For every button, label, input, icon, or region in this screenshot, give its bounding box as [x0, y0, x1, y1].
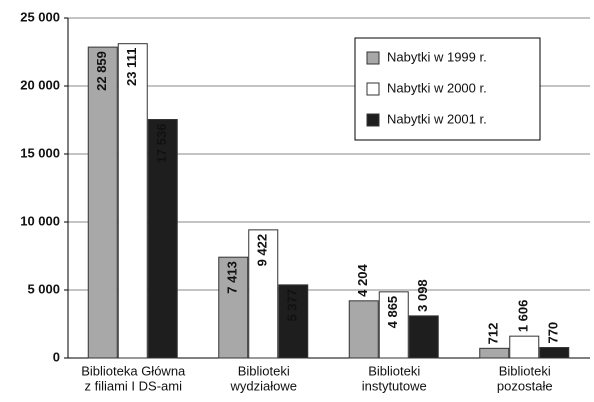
x-tick-label: Biblioteki — [238, 363, 290, 378]
legend-label: Nabytki w 2000 r. — [387, 80, 487, 95]
y-tick-label: 25 000 — [20, 9, 60, 24]
data-label: 3 098 — [415, 279, 430, 312]
bar — [479, 347, 510, 359]
bar — [87, 46, 118, 359]
x-tick-label: Biblioteka Główna — [81, 363, 186, 378]
x-tick-label: z filiami I DS-ami — [84, 378, 182, 393]
data-label: 4 204 — [355, 264, 370, 297]
data-label: 9 422 — [255, 234, 270, 267]
data-label: 22 859 — [94, 51, 109, 91]
bar — [509, 335, 540, 359]
y-tick-label: 20 000 — [20, 77, 60, 92]
bar — [147, 119, 178, 359]
data-label: 17 536 — [154, 124, 169, 164]
x-tick-label: Biblioteki — [499, 363, 551, 378]
x-tick-label: wydziałowe — [230, 378, 297, 393]
legend-swatch — [366, 82, 380, 96]
bar — [348, 300, 379, 359]
data-label: 1 606 — [516, 300, 531, 333]
bar — [378, 291, 409, 359]
legend-label: Nabytki w 1999 r. — [387, 49, 487, 64]
data-label: 5 377 — [285, 289, 300, 322]
legend-swatch — [366, 113, 380, 127]
y-tick-label: 15 000 — [20, 145, 60, 160]
y-tick-label: 0 — [53, 349, 60, 364]
bar — [248, 229, 279, 359]
data-label: 712 — [486, 323, 501, 345]
x-tick-label: pozostałe — [497, 378, 553, 393]
y-tick-label: 5 000 — [27, 281, 60, 296]
bar — [278, 284, 309, 359]
bar — [218, 256, 249, 359]
data-label: 770 — [546, 322, 561, 344]
legend-swatch — [366, 51, 380, 65]
bar — [408, 315, 439, 359]
data-label: 7 413 — [225, 261, 240, 294]
bar — [539, 347, 570, 359]
bar — [117, 43, 148, 359]
legend-box — [354, 37, 541, 141]
legend-label: Nabytki w 2001 r. — [387, 111, 487, 126]
y-tick-label: 10 000 — [20, 213, 60, 228]
data-label: 23 111 — [124, 48, 139, 86]
x-tick-label: instytutowe — [362, 378, 427, 393]
x-tick-label: Biblioteki — [368, 363, 420, 378]
data-label: 4 865 — [385, 296, 400, 329]
